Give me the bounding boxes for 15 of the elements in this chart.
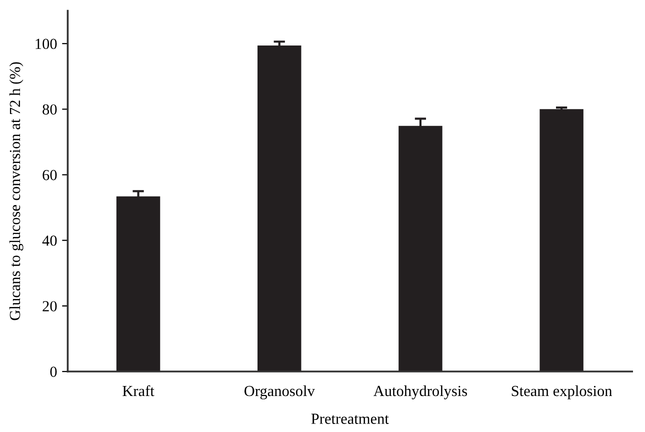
- y-tick-label: 60: [42, 170, 57, 180]
- y-axis-title: Glucans to glucose conversion at 72 h (%): [9, 62, 24, 320]
- y-tick-label: 0: [50, 366, 57, 377]
- bar: [257, 46, 302, 372]
- bar: [540, 109, 584, 372]
- bar: [116, 196, 160, 372]
- y-tick-label: 80: [42, 104, 57, 115]
- x-tick-label: Steam explosion: [512, 385, 612, 400]
- y-tick-label: 40: [42, 235, 57, 246]
- y-tick-label: 100: [36, 38, 57, 50]
- y-tick-label: 20: [42, 301, 57, 312]
- x-tick-label: Organosolv: [244, 385, 315, 400]
- x-axis-title: Pretreatment: [311, 414, 389, 424]
- x-tick-label: Autohydrolysis: [374, 385, 468, 400]
- x-tick-label: Kraft: [122, 385, 154, 396]
